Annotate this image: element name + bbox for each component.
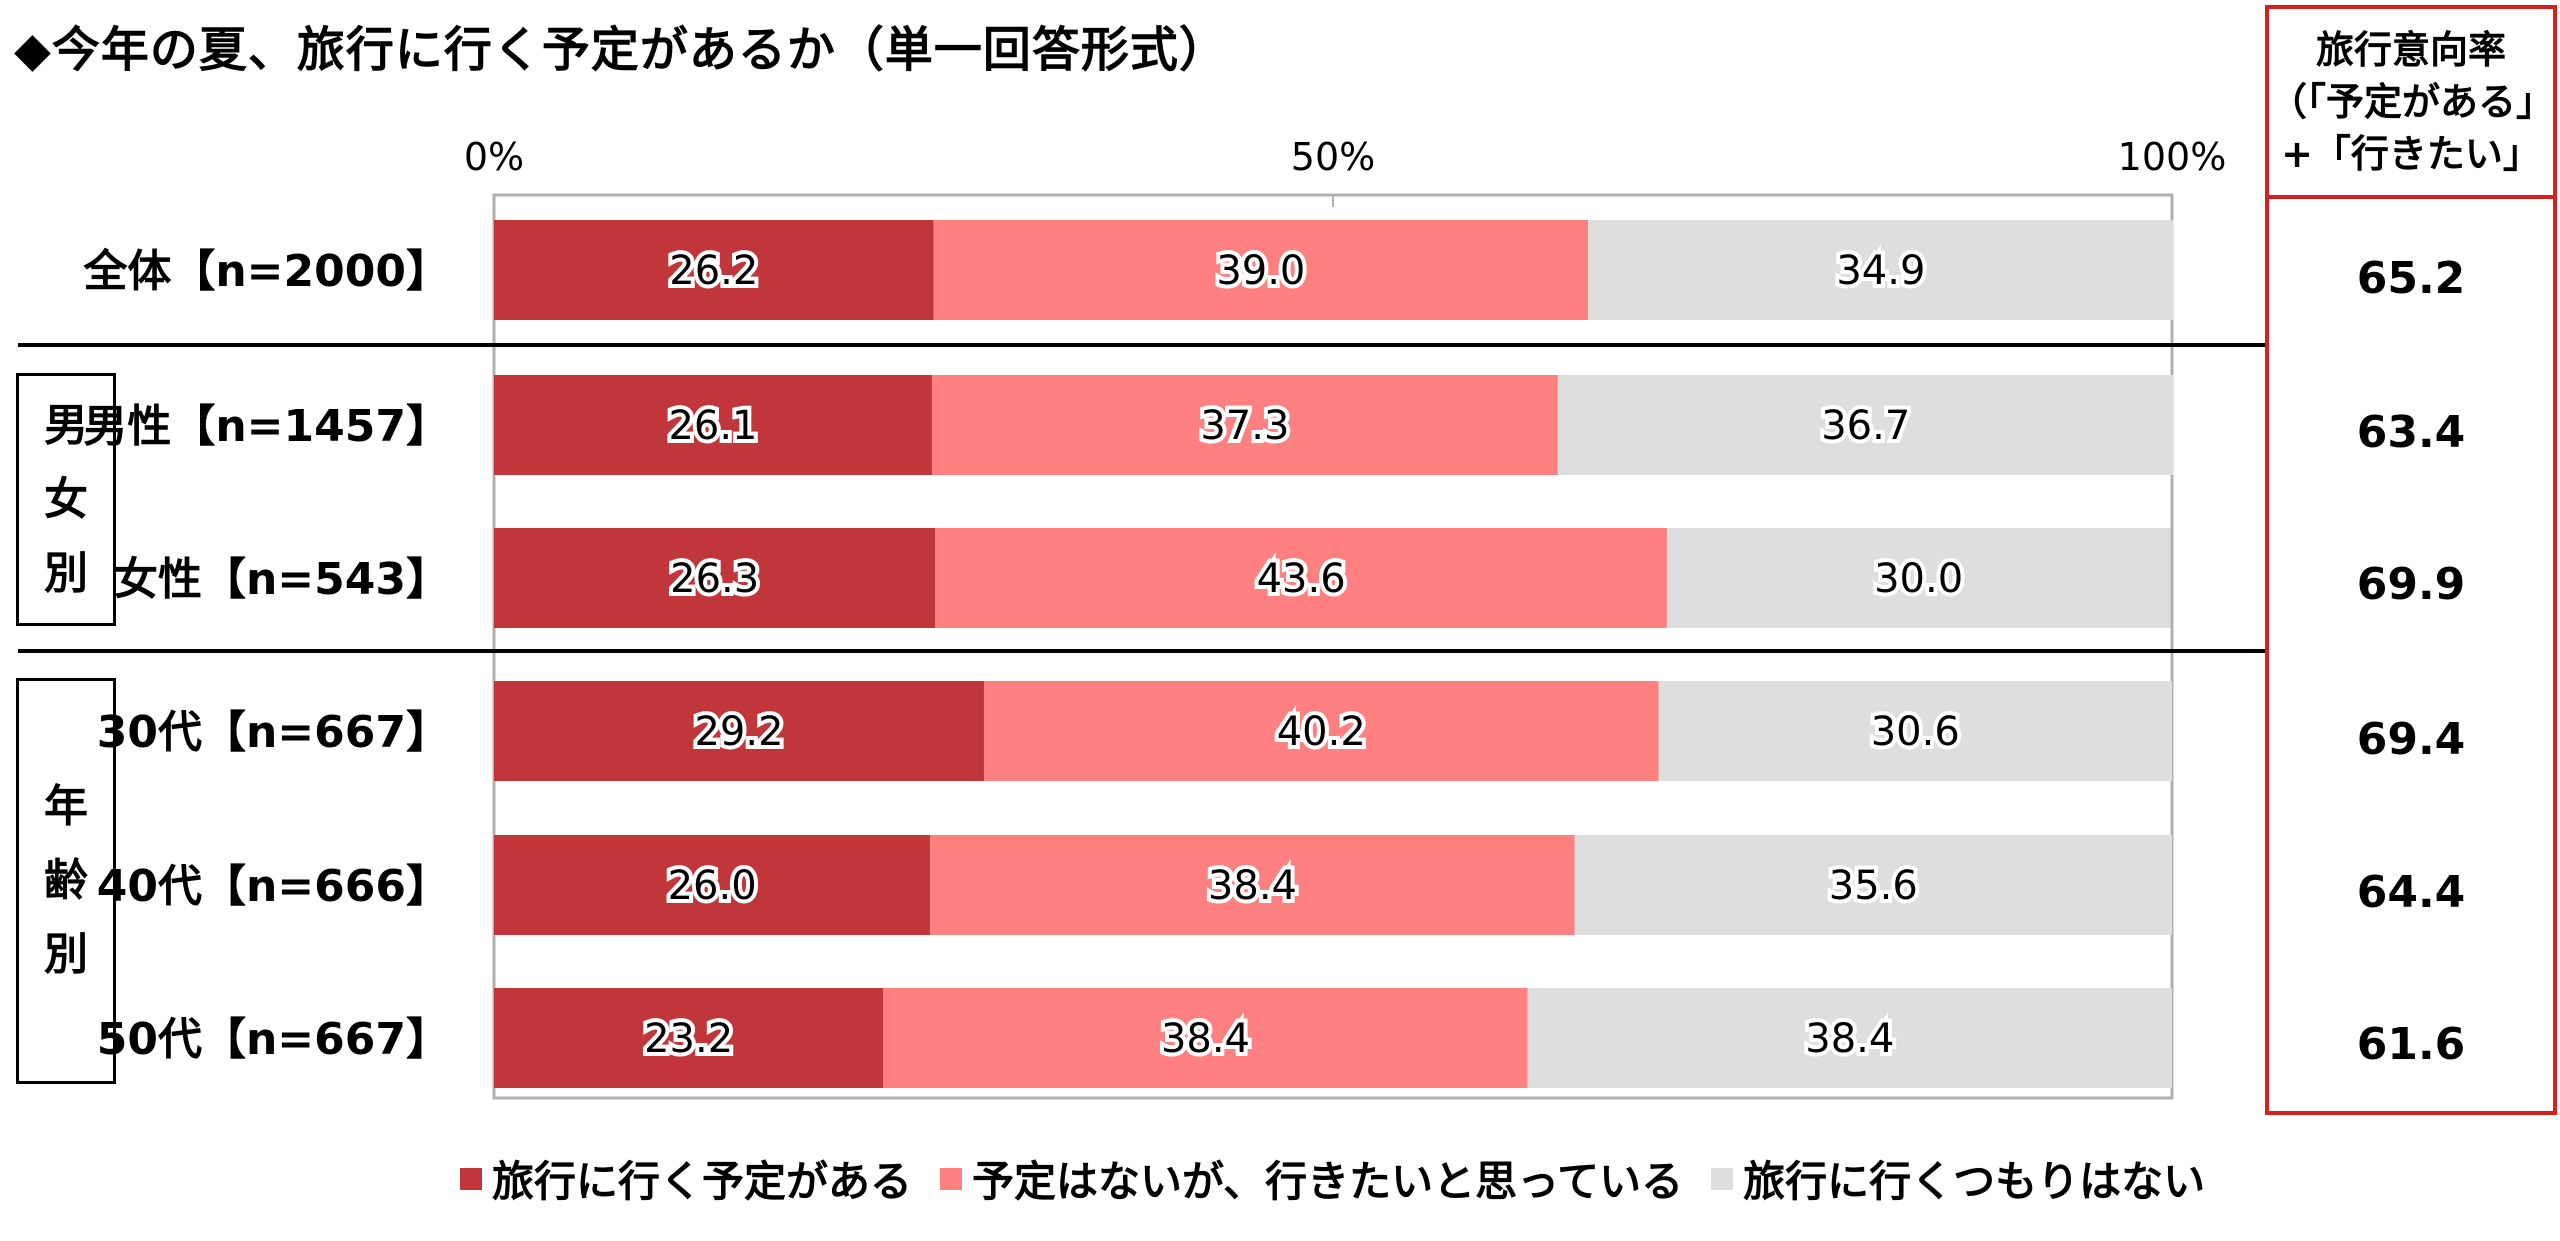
bar-value-label: 36.7	[1821, 403, 1910, 449]
travel-intent-value: 63.4	[2356, 407, 2466, 458]
bar-segment	[494, 681, 984, 781]
bar-segment	[930, 835, 1575, 935]
travel-intent-header-line-3: +「行きたい」	[2281, 132, 2541, 176]
chart-title: ◆今年の夏、旅行に行く予定があるか（単一回答形式）	[14, 22, 1228, 78]
legend-label: 旅行に行くつもりはない	[1743, 1157, 2206, 1206]
age-group-box: 年 齢 別	[16, 678, 116, 1084]
bar-segment	[883, 988, 1528, 1088]
category-label: 男性【n=1457】	[83, 401, 450, 452]
travel-intent-header-line-1: 旅行意向率	[2315, 28, 2506, 72]
bar-segment	[494, 988, 884, 1088]
age-group-char-3: 別	[44, 929, 88, 980]
bar-segment	[1574, 835, 2172, 935]
bar-value-label: 26.2	[669, 248, 758, 294]
travel-intent-header-line-2: （「予定がある」	[2269, 80, 2555, 124]
x-tick-label: 100%	[2118, 135, 2227, 179]
category-label: 全体【n=2000】	[82, 246, 450, 297]
bar-value-label: 38.4	[1805, 1016, 1894, 1062]
bar-segment	[935, 528, 1667, 628]
bar-value-label: 38.4	[1208, 863, 1297, 909]
category-label: 30代【n=667】	[97, 707, 450, 758]
bar-segment	[494, 375, 932, 475]
bar-segment	[933, 220, 1589, 320]
category-label: 女性【n=543】	[114, 554, 450, 605]
bar-segment	[1658, 681, 2172, 781]
bar-value-label: 26.1	[668, 403, 757, 449]
bar-value-label: 39.0	[1216, 248, 1305, 294]
bar-segment	[1527, 988, 2172, 1088]
travel-intent-value: 69.9	[2356, 559, 2466, 610]
legend-item: 旅行に行く予定がある	[460, 1148, 912, 1209]
legend-label: 旅行に行く予定がある	[492, 1157, 913, 1206]
bar-segment	[983, 681, 1659, 781]
bar-segment	[494, 220, 934, 320]
category-label: 40代【n=666】	[97, 861, 450, 912]
x-tick-label: 50%	[1291, 135, 1375, 179]
gender-group-char-2: 女	[44, 473, 88, 525]
age-group-char-2: 齢	[44, 855, 88, 906]
gender-group-char-3: 別	[44, 547, 88, 599]
bar-segment	[1666, 528, 2171, 628]
chart-legend: 旅行に行く予定がある 予定はないが、行きたいと思っている 旅行に行くつもりはない	[460, 1148, 2233, 1209]
legend-swatch-none	[1711, 1167, 1734, 1190]
legend-swatch-want	[940, 1167, 963, 1190]
legend-item: 旅行に行くつもりはない	[1711, 1148, 2205, 1209]
gender-group-char-1: 男	[44, 399, 88, 451]
bar-value-label: 40.2	[1277, 709, 1366, 755]
legend-item: 予定はないが、行きたいと思っている	[940, 1148, 1683, 1209]
bar-value-label: 38.4	[1161, 1016, 1250, 1062]
bar-value-label: 43.6	[1257, 556, 1346, 602]
travel-intent-value: 64.4	[2356, 867, 2466, 918]
travel-intent-value: 69.4	[2356, 714, 2466, 765]
category-label: 50代【n=667】	[97, 1014, 450, 1065]
bar-value-label: 26.3	[670, 556, 759, 602]
bar-value-label: 29.2	[694, 709, 783, 755]
travel-intent-panel: 旅行意向率 （「予定がある」 +「行きたい」 65.2 63.4 69.9 69…	[2265, 5, 2557, 1115]
travel-intent-header: 旅行意向率 （「予定がある」 +「行きたい」	[2269, 9, 2555, 199]
bar-value-label: 30.0	[1874, 556, 1963, 602]
travel-intent-value: 61.6	[2356, 1019, 2466, 1070]
bar-segment	[494, 528, 936, 628]
bar-segment	[494, 835, 931, 935]
bar-segment	[1557, 375, 2174, 475]
travel-intent-value: 65.2	[2356, 253, 2466, 304]
plot-area-frame	[492, 193, 2174, 1100]
bar-value-label: 26.0	[668, 863, 757, 909]
bar-value-label: 35.6	[1829, 863, 1918, 909]
bar-value-label: 30.6	[1871, 709, 1960, 755]
bar-value-label: 37.3	[1200, 403, 1289, 449]
age-group-char-1: 年	[44, 781, 88, 832]
x-tick-label: 0%	[464, 135, 524, 179]
bar-value-label: 34.9	[1836, 248, 1925, 294]
legend-swatch-plan	[460, 1167, 482, 1190]
bar-segment	[1588, 220, 2174, 320]
bar-value-label: 23.2	[644, 1016, 733, 1062]
bar-segment	[931, 375, 1558, 475]
gender-group-box: 男 女 別	[16, 373, 116, 626]
legend-label: 予定はないが、行きたいと思っている	[972, 1157, 1684, 1206]
